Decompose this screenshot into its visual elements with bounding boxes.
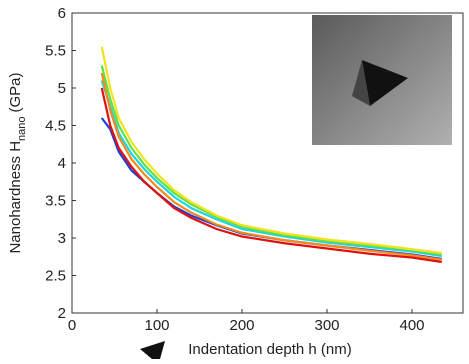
page: {"chart_data": {"type": "line", "x_label… <box>0 0 469 359</box>
y-tick-label: 2.5 <box>45 268 66 285</box>
x-tick-label: 400 <box>399 317 424 334</box>
chart: Indentation depth h (nm) Nanohardness Hn… <box>0 0 469 359</box>
y-tick-label: 5.5 <box>45 43 66 60</box>
y-label-unit: (GPa) <box>7 72 24 112</box>
y-tick-label: 4.5 <box>45 118 66 135</box>
y-label-main: Nanohardness H <box>7 141 24 254</box>
y-tick-label: 4 <box>58 155 66 172</box>
x-tick-label: 0 <box>68 317 76 334</box>
x-tick-label: 200 <box>229 317 254 334</box>
y-label-sub: nano <box>16 116 28 140</box>
y-axis-label: Nanohardness Hnano (GPa) <box>7 72 28 253</box>
x-axis-label: Indentation depth h (nm) <box>188 341 351 358</box>
x-tick-label: 100 <box>144 317 169 334</box>
y-tick-label: 6 <box>58 5 66 22</box>
x-tick-label: 300 <box>314 317 339 334</box>
arrow-icon <box>140 341 165 359</box>
y-tick-label: 3 <box>58 230 66 247</box>
y-tick-label: 5 <box>58 80 66 97</box>
inset-image <box>312 15 452 145</box>
y-tick-label: 3.5 <box>45 193 66 210</box>
y-tick-label: 2 <box>58 305 66 322</box>
